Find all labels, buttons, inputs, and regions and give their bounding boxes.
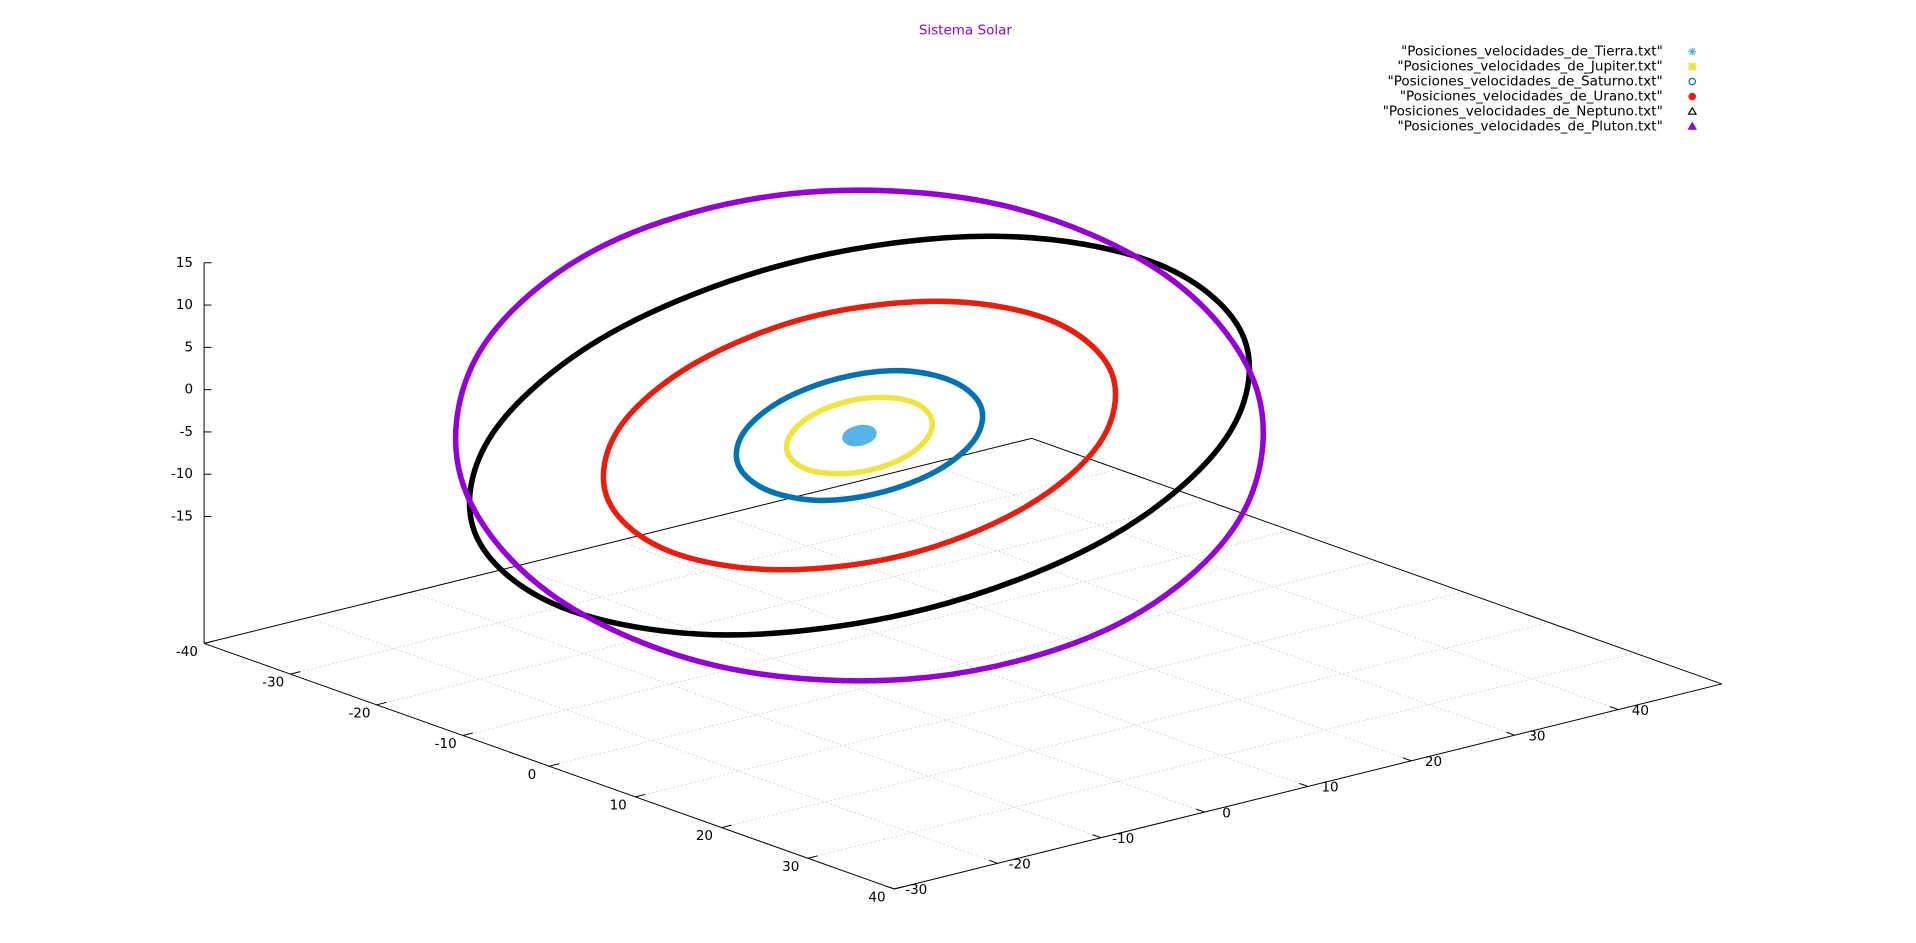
x-tick <box>635 793 646 798</box>
z-tick-label: 5 <box>184 339 193 355</box>
orbit <box>783 394 936 477</box>
x-tick <box>290 671 301 675</box>
legend-label: "Posiciones_velocidades_de_Pluton.txt" <box>1398 118 1663 134</box>
y-tick <box>1092 834 1102 839</box>
x-tick <box>807 855 818 859</box>
legend-marker <box>1687 106 1698 115</box>
z-tick-label: -5 <box>180 424 193 440</box>
z-tick-label: 10 <box>176 297 193 313</box>
grid-line <box>617 540 1309 787</box>
x-tick-label: -20 <box>348 705 370 721</box>
grid-line <box>635 591 1464 798</box>
y-tick-label: 30 <box>1528 728 1545 744</box>
z-tick-label: -15 <box>171 509 193 525</box>
orbit <box>452 187 1266 684</box>
x-tick-label: -10 <box>435 736 457 752</box>
y-tick-label: 20 <box>1425 754 1442 770</box>
orbit <box>466 233 1253 638</box>
x-tick-label: -30 <box>262 675 284 691</box>
legend-marker <box>1687 121 1698 130</box>
x-tick <box>549 763 560 767</box>
grid-line <box>307 617 998 864</box>
orbit <box>733 367 986 504</box>
y-tick-label: -20 <box>1009 857 1031 873</box>
y-tick <box>1609 706 1619 711</box>
y-tick <box>1196 808 1205 813</box>
orbit <box>842 424 877 447</box>
legend-marker <box>1688 62 1696 71</box>
x-tick <box>376 701 387 706</box>
legend-label: "Posiciones_velocidades_de_Urano.txt" <box>1400 89 1663 105</box>
grid-line <box>721 514 1412 762</box>
x-tick-label: 10 <box>610 797 627 813</box>
grid-line <box>376 499 1205 706</box>
grid-line <box>514 566 1205 813</box>
x-tick-label: -40 <box>176 644 198 660</box>
z-tick-label: 15 <box>176 255 193 271</box>
x-tick-label: 40 <box>868 890 885 906</box>
legend-label: "Posiciones_velocidades_de_Neptuno.txt" <box>1383 103 1663 119</box>
y-tick <box>1402 757 1412 762</box>
x-tick <box>721 824 732 829</box>
y-tick-label: 0 <box>1222 805 1231 821</box>
box-edge <box>1031 437 1722 685</box>
legend-label: "Posiciones_velocidades_de_Jupiter.txt" <box>1397 59 1662 75</box>
x-tick <box>203 640 215 644</box>
y-tick <box>1506 731 1516 736</box>
chart-title: Sistema Solar <box>919 23 1013 39</box>
x-tick-label: 30 <box>782 859 799 875</box>
y-tick-label: 40 <box>1632 703 1649 719</box>
legend-label: "Posiciones_velocidades_de_Saturno.txt" <box>1388 74 1663 90</box>
box-edge <box>203 437 1032 644</box>
grid-line <box>410 591 1102 839</box>
legend-marker <box>1688 92 1697 101</box>
grid-line <box>721 622 1550 828</box>
grid-line <box>824 489 1515 736</box>
z-tick-label: 0 <box>184 382 193 398</box>
x-tick-label: 20 <box>696 828 713 844</box>
z-tick-label: -10 <box>171 466 193 482</box>
y-tick-label: 10 <box>1321 780 1338 796</box>
y-tick <box>989 859 998 864</box>
x-tick-label: 0 <box>528 767 537 783</box>
grid-line <box>928 463 1619 710</box>
x-tick <box>894 886 905 890</box>
legend-marker <box>1688 47 1696 56</box>
y-tick-label: -30 <box>905 882 927 898</box>
grid-line <box>462 530 1291 736</box>
x-tick <box>462 732 473 736</box>
legend-marker <box>1688 77 1697 86</box>
orbit <box>600 298 1119 573</box>
y-tick <box>885 885 895 890</box>
legend-label: "Posiciones_velocidades_de_Tierra.txt" <box>1401 44 1663 60</box>
y-tick-label: -10 <box>1112 831 1134 847</box>
y-tick <box>1299 783 1309 787</box>
